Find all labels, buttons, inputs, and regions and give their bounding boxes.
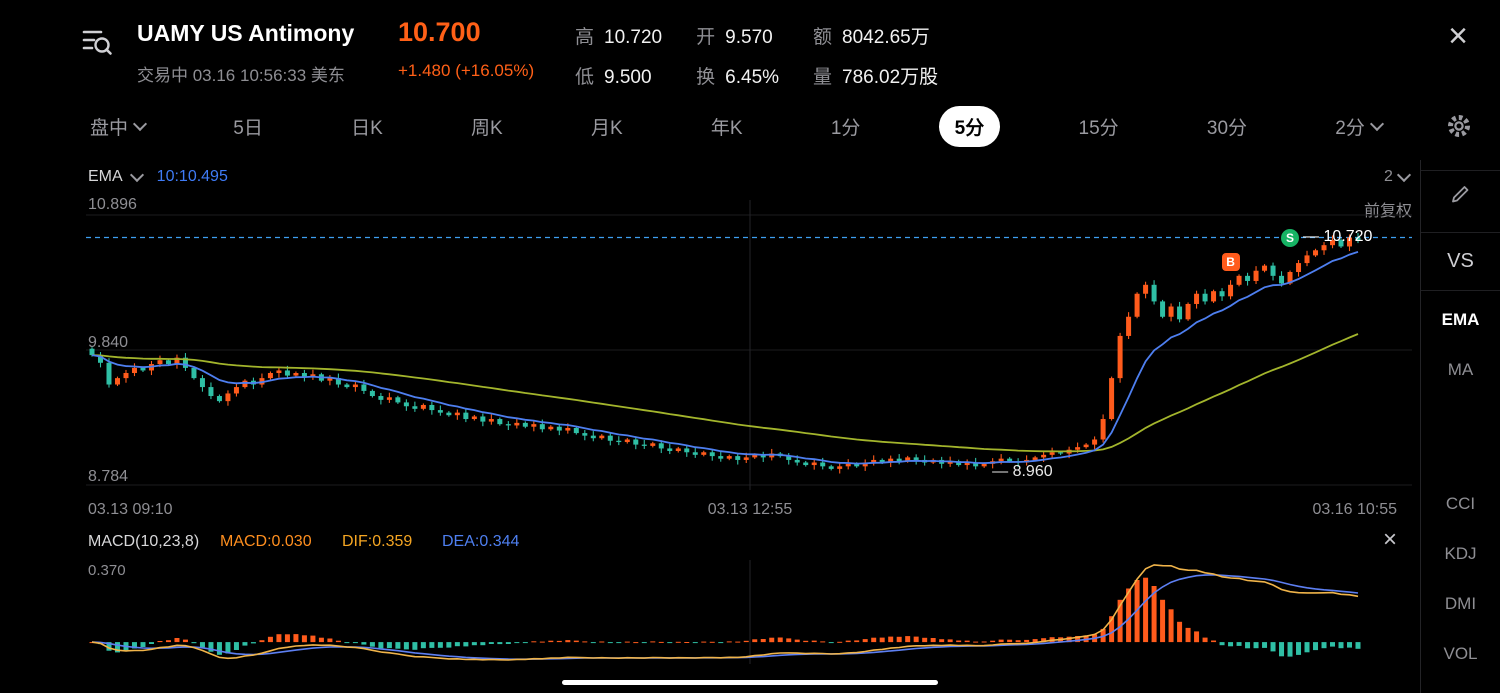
price-axis-label-bottom: 8.784 bbox=[88, 468, 129, 485]
indicator-sidebar: VS EMA MA CCI KDJ DMI VOL bbox=[1420, 160, 1500, 693]
tab-monthly[interactable]: 月K bbox=[590, 117, 623, 139]
macd-close-icon[interactable]: × bbox=[1382, 526, 1397, 553]
stat-turnover: 换 6.45% bbox=[696, 67, 780, 88]
ema-legend-label: EMA bbox=[88, 168, 123, 185]
quote-stats: 高 10.720 开 9.570 额 8042.65万低 9.500 换 6.45% 量 786.0… bbox=[575, 22, 938, 89]
chevron-down-icon bbox=[132, 116, 148, 132]
indicator-count-dropdown[interactable]: 2 bbox=[1384, 167, 1411, 186]
tab-yearly[interactable]: 年K bbox=[710, 117, 743, 139]
time-axis-label-center: 03.13 12:55 bbox=[707, 501, 793, 518]
watchlist-search-icon[interactable] bbox=[80, 24, 114, 58]
buy-marker-badge: B bbox=[1221, 253, 1240, 272]
price-change: +1.480 (+16.05%) bbox=[398, 61, 535, 80]
draw-tool-button[interactable] bbox=[1421, 180, 1500, 211]
macd-title[interactable]: MACD(10,23,8) bbox=[88, 533, 200, 550]
tab-30min[interactable]: 30分 bbox=[1206, 117, 1248, 139]
ema-legend-dropdown[interactable]: EMA 10:10.495 bbox=[88, 167, 228, 186]
dif-value-label: DIF:0.359 bbox=[342, 533, 413, 550]
stat-high: 高 10.720 bbox=[575, 27, 663, 48]
time-axis-label-right: 03.16 10:55 bbox=[1312, 501, 1397, 518]
period-tabbar: 盘中 5日 日K 周K 月K 年K 1分 5分 15分 30分 2分 bbox=[80, 104, 1392, 148]
tab-5min[interactable]: 5分 bbox=[938, 105, 1001, 147]
tab-intraday[interactable]: 盘中 bbox=[80, 106, 155, 147]
tab-daily[interactable]: 日K bbox=[351, 117, 383, 139]
indicator-count: 2 bbox=[1384, 168, 1393, 185]
tab-1min[interactable]: 1分 bbox=[830, 117, 861, 139]
gear-icon[interactable] bbox=[1444, 111, 1474, 141]
chevron-down-icon bbox=[1369, 116, 1384, 132]
stat-open: 开 9.570 bbox=[696, 27, 773, 48]
stat-low: 低 9.500 bbox=[575, 67, 652, 88]
sell-marker-badge: S bbox=[1281, 228, 1300, 247]
price-axis-label-mid: 9.840 bbox=[88, 334, 129, 351]
sidebar-item-kdj[interactable]: KDJ bbox=[1444, 544, 1477, 563]
stat-volume: 量 786.02万股 bbox=[813, 67, 939, 88]
sidebar-item-cci[interactable]: CCI bbox=[1445, 494, 1476, 513]
chevron-down-icon bbox=[1396, 167, 1411, 183]
session-low-label: — 8.960 bbox=[992, 463, 1053, 481]
sidebar-item-vs[interactable]: VS bbox=[1447, 250, 1474, 272]
tab-2min[interactable]: 2分 bbox=[1325, 106, 1392, 147]
time-axis-label-left: 03.13 09:10 bbox=[88, 501, 173, 518]
dea-value-label: DEA:0.344 bbox=[442, 533, 520, 550]
pencil-icon bbox=[1451, 186, 1468, 203]
chevron-down-icon bbox=[129, 167, 144, 183]
trading-status: 交易中 03.16 10:56:33 美东 bbox=[137, 66, 345, 85]
current-price-label: — 10.720 bbox=[1303, 227, 1373, 245]
tab-weekly[interactable]: 周K bbox=[471, 117, 503, 139]
sidebar-item-ema[interactable]: EMA bbox=[1441, 310, 1480, 329]
macd-axis-top-label: 0.370 bbox=[88, 562, 126, 579]
sidebar-divider bbox=[1421, 232, 1500, 233]
home-indicator[interactable] bbox=[562, 680, 938, 685]
macd-chart[interactable] bbox=[0, 556, 1420, 668]
symbol-title: UAMY US Antimony bbox=[137, 20, 355, 46]
stat-amount: 额 8042.65万 bbox=[813, 27, 930, 48]
tab-15min[interactable]: 15分 bbox=[1078, 117, 1119, 139]
price-axis-label-top: 10.896 bbox=[88, 196, 137, 213]
sidebar-item-ma[interactable]: MA bbox=[1447, 360, 1474, 379]
ema-legend-value: 10:10.495 bbox=[156, 168, 228, 185]
last-price: 10.700 bbox=[398, 17, 481, 47]
sidebar-item-vol[interactable]: VOL bbox=[1443, 644, 1478, 663]
sidebar-item-dmi[interactable]: DMI bbox=[1444, 594, 1477, 613]
macd-value-label: MACD:0.030 bbox=[220, 533, 312, 550]
sidebar-divider bbox=[1421, 170, 1500, 171]
tab-5d[interactable]: 5日 bbox=[233, 117, 263, 139]
adjust-mode-label[interactable]: 前复权 bbox=[1363, 203, 1412, 220]
sidebar-divider bbox=[1421, 290, 1500, 291]
candlestick-chart[interactable] bbox=[0, 190, 1420, 495]
close-icon[interactable]: × bbox=[1448, 17, 1468, 55]
